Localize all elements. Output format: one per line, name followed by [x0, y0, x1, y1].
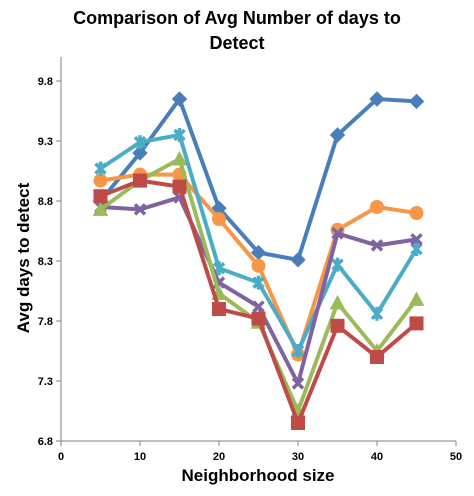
data-point — [252, 300, 265, 313]
data-point — [94, 161, 107, 176]
data-point — [329, 294, 346, 310]
y-tick-label: 6.8 — [38, 436, 53, 448]
data-point — [291, 377, 305, 390]
chart-title-line-1: Comparison of Avg Number of days to — [73, 8, 401, 28]
data-point — [331, 227, 344, 240]
y-tick-label: 9.3 — [38, 136, 53, 148]
x-tick-label: 0 — [58, 451, 64, 463]
y-tick-label: 9.8 — [38, 76, 53, 88]
data-point — [291, 416, 305, 430]
data-point — [171, 150, 188, 166]
data-point — [212, 302, 226, 316]
data-point — [133, 173, 147, 188]
series-4 — [94, 191, 423, 390]
y-tick-label: 7.3 — [38, 376, 53, 388]
data-point — [370, 350, 384, 364]
data-point — [251, 311, 266, 326]
data-point — [329, 127, 346, 143]
data-point — [212, 212, 226, 226]
y-tick-label: 8.8 — [38, 196, 53, 208]
data-point — [173, 128, 186, 142]
series-6 — [93, 173, 424, 430]
series-1 — [92, 91, 425, 268]
data-point — [92, 201, 109, 216]
y-axis-label: Avg days to detect — [14, 182, 33, 334]
data-point — [410, 233, 423, 246]
axes: 6.8 7.3 7.8 8.3 8.8 9.3 9.8 0 10 20 30 40 50 — [38, 57, 462, 463]
data-point — [370, 200, 384, 214]
data-point — [172, 179, 187, 194]
data-point — [252, 275, 265, 290]
data-point — [93, 189, 108, 204]
data-point — [408, 291, 425, 306]
data-point — [251, 258, 266, 273]
data-point — [370, 239, 384, 252]
data-point — [409, 316, 424, 331]
chart-title-line-2: Detect — [209, 33, 265, 53]
series-3 — [94, 128, 423, 358]
x-tick-label: 10 — [134, 451, 146, 463]
data-point — [330, 318, 345, 333]
data-point — [133, 135, 147, 150]
series-layer — [92, 91, 425, 430]
data-point — [291, 344, 305, 358]
data-point — [410, 242, 423, 256]
x-axis-label: Neighborhood size — [181, 466, 335, 485]
x-tick-label: 50 — [450, 451, 462, 463]
x-tick-label: 20 — [213, 451, 225, 463]
data-point — [171, 91, 188, 107]
data-point — [93, 173, 108, 188]
x-tick-label: 30 — [292, 451, 304, 463]
series-2 — [93, 167, 424, 362]
y-tick-label: 7.8 — [38, 316, 53, 328]
data-point — [331, 257, 344, 272]
data-point — [370, 306, 384, 321]
data-point — [408, 93, 425, 110]
data-point — [409, 206, 424, 220]
data-point — [369, 91, 385, 107]
data-point — [132, 145, 148, 161]
y-tick-label: 8.3 — [38, 256, 53, 268]
series-line — [98, 97, 417, 262]
data-point — [290, 252, 306, 268]
series-line — [100, 195, 417, 386]
data-point — [133, 203, 147, 216]
x-tick-label: 40 — [371, 451, 383, 463]
